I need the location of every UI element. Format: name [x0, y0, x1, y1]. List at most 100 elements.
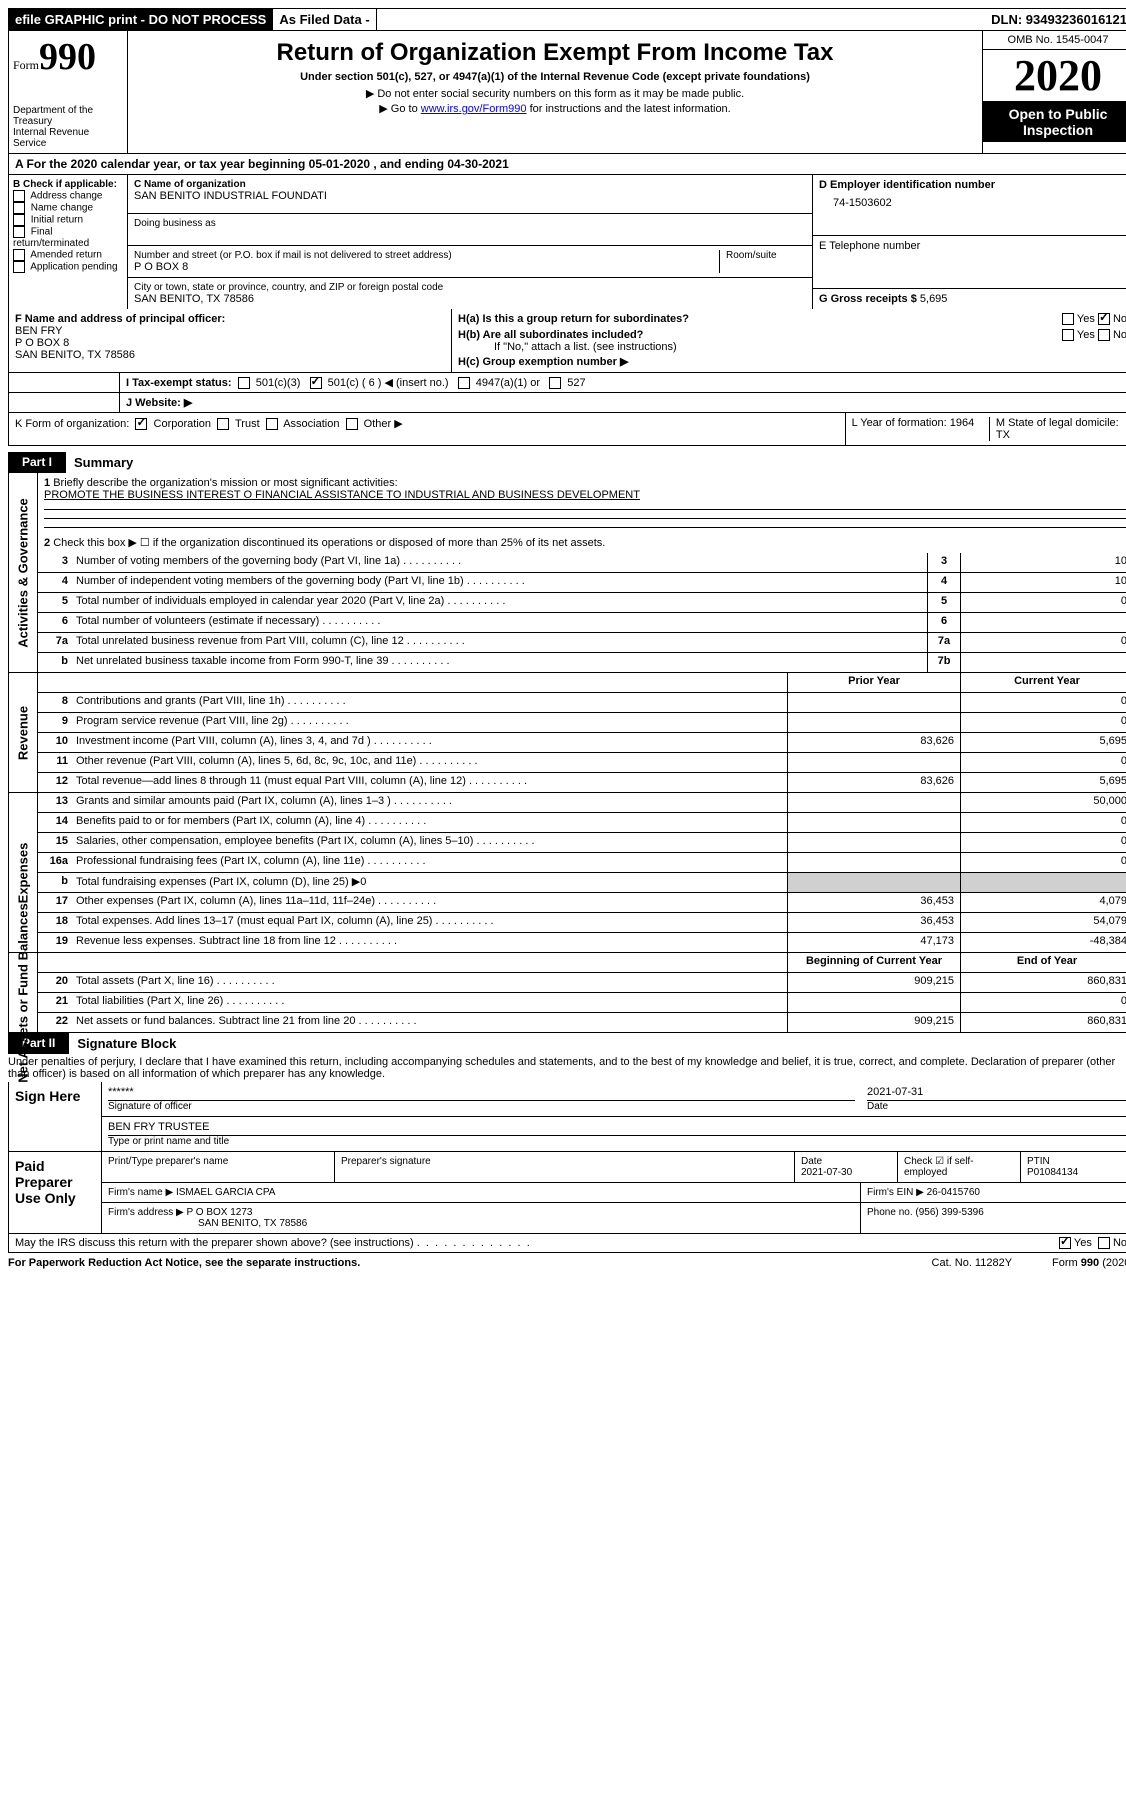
tax-year: 2020 — [983, 50, 1126, 102]
side-governance: Activities & Governance — [16, 498, 31, 648]
irs-link[interactable]: www.irs.gov/Form990 — [421, 103, 527, 115]
section-bcde: B Check if applicable: Address change Na… — [8, 175, 1126, 309]
officer-title-label: Type or print name and title — [108, 1136, 1126, 1147]
q1-value: PROMOTE THE BUSINESS INTEREST O FINANCIA… — [44, 489, 640, 501]
side-net-assets: Net Assets or Fund Balances — [16, 903, 31, 1082]
k-label: K Form of organization: — [15, 418, 129, 430]
form-subtitle: Under section 501(c), 527, or 4947(a)(1)… — [134, 71, 976, 83]
b-checkbox[interactable] — [13, 214, 25, 226]
officer-addr1: P O BOX 8 — [15, 337, 69, 349]
efile-label: efile GRAPHIC print - DO NOT PROCESS — [9, 9, 273, 30]
b-checkbox[interactable] — [13, 261, 25, 273]
officer-addr2: SAN BENITO, TX 78586 — [15, 349, 135, 361]
l-year-formation: L Year of formation: 1964 — [852, 417, 990, 441]
i-opt1: 501(c)(3) — [256, 377, 301, 389]
prep-date-label: Date — [801, 1156, 822, 1167]
form-note1: ▶ Do not enter social security numbers o… — [134, 87, 976, 100]
i-label: I Tax-exempt status: — [126, 377, 232, 389]
h-b: H(b) Are all subordinates included? — [458, 329, 643, 341]
b-checkbox[interactable] — [13, 249, 25, 261]
hb-no-checkbox[interactable] — [1098, 329, 1110, 341]
i-opt4: 527 — [567, 377, 585, 389]
sig-date-label: Date — [867, 1101, 1126, 1112]
i-4947-checkbox[interactable] — [458, 377, 470, 389]
firm-phone: (956) 399-5396 — [915, 1207, 983, 1218]
firm-ein-label: Firm's EIN ▶ — [867, 1187, 924, 1198]
section-expenses: Expenses 13Grants and similar amounts pa… — [8, 793, 1126, 953]
sig-officer-label: Signature of officer — [108, 1101, 855, 1112]
hdr-prior: Prior Year — [787, 673, 960, 692]
sig-date: 2021-07-31 — [867, 1086, 1126, 1101]
ein-label: D Employer identification number — [819, 179, 1126, 191]
discuss-yes-checkbox[interactable] — [1059, 1237, 1071, 1249]
officer-printed-name: BEN FRY TRUSTEE — [108, 1121, 1126, 1136]
k-checkbox[interactable] — [346, 418, 358, 430]
h-a: H(a) Is this a group return for subordin… — [458, 313, 689, 325]
m-state: M State of legal domicile: TX — [990, 417, 1126, 441]
k-checkbox[interactable] — [217, 418, 229, 430]
officer-signature: ****** — [108, 1086, 855, 1101]
sec-b-title: B Check if applicable: — [13, 179, 123, 190]
side-revenue: Revenue — [16, 705, 31, 759]
i-opt3: 4947(a)(1) or — [476, 377, 540, 389]
prep-self-employed: Check ☑ if self-employed — [898, 1152, 1021, 1182]
part2-title: Signature Block — [69, 1033, 184, 1054]
firm-name-label: Firm's name ▶ — [108, 1187, 173, 1198]
prep-date: 2021-07-30 — [801, 1167, 852, 1178]
j-website: J Website: ▶ — [126, 397, 192, 409]
b-checkbox[interactable] — [13, 202, 25, 214]
gross-label: G Gross receipts $ — [819, 293, 917, 305]
phone-label: E Telephone number — [819, 240, 1126, 252]
officer-name: BEN FRY — [15, 325, 62, 337]
org-name: SAN BENITO INDUSTRIAL FOUNDATI — [134, 190, 806, 202]
ptin-label: PTIN — [1027, 1156, 1050, 1167]
note2-post: for instructions and the latest informat… — [527, 103, 731, 115]
section-net-assets: Net Assets or Fund Balances Beginning of… — [8, 953, 1126, 1033]
b-checkbox[interactable] — [13, 226, 25, 238]
firm-addr1: P O BOX 1273 — [187, 1207, 253, 1218]
part1-title: Summary — [66, 452, 141, 473]
ha-yes-checkbox[interactable] — [1062, 313, 1074, 325]
section-revenue: Revenue Prior YearCurrent Year 8Contribu… — [8, 673, 1126, 793]
firm-addr-label: Firm's address ▶ — [108, 1207, 184, 1218]
f-label: F Name and address of principal officer: — [15, 313, 225, 325]
row-a-tax-year: A For the 2020 calendar year, or tax yea… — [8, 154, 1126, 175]
firm-name: ISMAEL GARCIA CPA — [176, 1187, 275, 1198]
i-501c-checkbox[interactable] — [310, 377, 322, 389]
i-501c3-checkbox[interactable] — [238, 377, 250, 389]
top-bar: efile GRAPHIC print - DO NOT PROCESS As … — [8, 8, 1126, 31]
hb-yes-checkbox[interactable] — [1062, 329, 1074, 341]
omb-number: OMB No. 1545-0047 — [983, 31, 1126, 50]
ein-value: 74-1503602 — [819, 191, 1126, 209]
discuss-text: May the IRS discuss this return with the… — [15, 1237, 414, 1249]
form-header: Form990 Department of the Treasury Inter… — [8, 31, 1126, 154]
ha-no-checkbox[interactable] — [1098, 313, 1110, 325]
h-c: H(c) Group exemption number ▶ — [458, 356, 628, 368]
asfiled-label: As Filed Data - — [273, 9, 376, 30]
org-address: P O BOX 8 — [134, 261, 719, 273]
hdr-beginning: Beginning of Current Year — [787, 953, 960, 972]
gross-value: 5,695 — [920, 293, 948, 305]
k-checkbox[interactable] — [135, 418, 147, 430]
form-label: Form — [13, 58, 39, 72]
form-number: 990 — [39, 36, 96, 78]
perjury-text: Under penalties of perjury, I declare th… — [8, 1054, 1126, 1082]
note2-pre: ▶ Go to — [379, 103, 420, 115]
discuss-no-checkbox[interactable] — [1098, 1237, 1110, 1249]
k-checkbox[interactable] — [266, 418, 278, 430]
signature-block: Sign Here ****** Signature of officer 20… — [8, 1082, 1126, 1234]
dept-label: Department of the Treasury Internal Reve… — [13, 105, 123, 149]
sign-here-label: Sign Here — [9, 1082, 102, 1151]
q2-text: Check this box ▶ ☐ if the organization d… — [53, 537, 605, 549]
h-b-note: If "No," attach a list. (see instruction… — [458, 341, 1126, 353]
room-label: Room/suite — [719, 250, 806, 273]
b-checkbox[interactable] — [13, 190, 25, 202]
hdr-current: Current Year — [960, 673, 1126, 692]
city-label: City or town, state or province, country… — [134, 282, 806, 293]
i-opt2: 501(c) ( 6 ) ◀ (insert no.) — [328, 377, 449, 389]
i-527-checkbox[interactable] — [549, 377, 561, 389]
cat-no: Cat. No. 11282Y — [932, 1257, 1013, 1269]
prep-name-label: Print/Type preparer's name — [102, 1152, 335, 1182]
org-city: SAN BENITO, TX 78586 — [134, 293, 806, 305]
paid-preparer-label: Paid Preparer Use Only — [9, 1152, 102, 1233]
